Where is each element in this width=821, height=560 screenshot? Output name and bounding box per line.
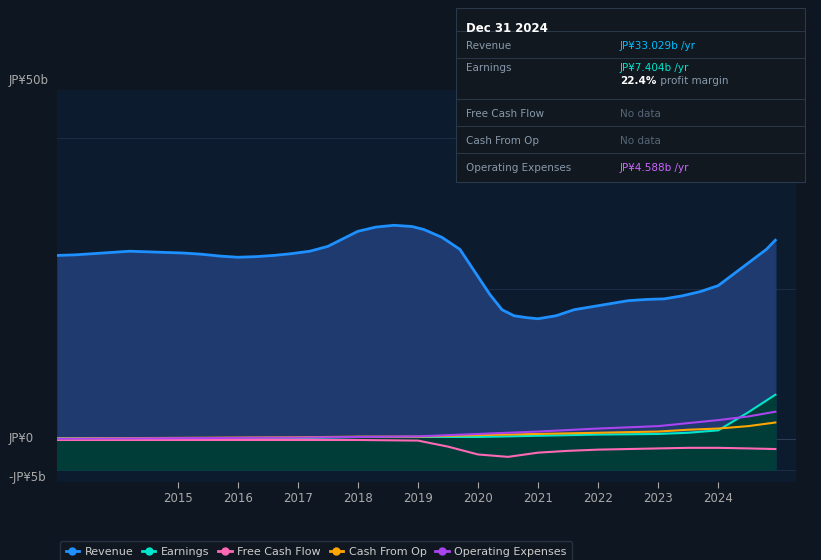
Text: Revenue: Revenue [466, 41, 511, 51]
Text: No data: No data [620, 109, 661, 119]
Text: No data: No data [620, 136, 661, 146]
Text: profit margin: profit margin [657, 76, 728, 86]
Text: JP¥50b: JP¥50b [8, 74, 48, 87]
Text: Dec 31 2024: Dec 31 2024 [466, 22, 548, 35]
Text: JP¥33.029b /yr: JP¥33.029b /yr [620, 41, 695, 51]
Text: Earnings: Earnings [466, 63, 511, 72]
Text: Cash From Op: Cash From Op [466, 136, 539, 146]
Text: JP¥4.588b /yr: JP¥4.588b /yr [620, 163, 689, 173]
Text: JP¥0: JP¥0 [8, 432, 34, 445]
Text: -JP¥5b: -JP¥5b [8, 470, 46, 484]
Text: Free Cash Flow: Free Cash Flow [466, 109, 544, 119]
Text: 22.4%: 22.4% [620, 76, 656, 86]
Text: JP¥7.404b /yr: JP¥7.404b /yr [620, 63, 689, 72]
Text: Operating Expenses: Operating Expenses [466, 163, 571, 173]
Legend: Revenue, Earnings, Free Cash Flow, Cash From Op, Operating Expenses: Revenue, Earnings, Free Cash Flow, Cash … [60, 541, 572, 560]
